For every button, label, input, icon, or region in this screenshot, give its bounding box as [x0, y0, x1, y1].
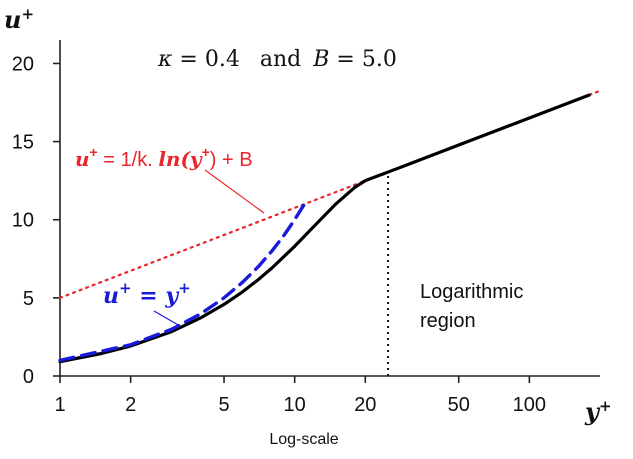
y-ticks: 0 5 10 15 20 — [12, 53, 60, 388]
y-axis-title: u+ — [4, 5, 34, 34]
log-law-leader — [204, 169, 265, 214]
x-tick-label: 5 — [218, 394, 229, 416]
region-label-line1: Logarithmic — [420, 281, 523, 303]
series — [58, 89, 602, 364]
axes — [59, 40, 600, 377]
series-solid-line — [58, 93, 591, 364]
x-tick-label: 2 — [125, 394, 136, 416]
scale-note: Log-scale — [269, 431, 338, 448]
x-tick-label: 100 — [513, 394, 546, 416]
y-tick-label: 20 — [12, 53, 34, 75]
params-annotation: κ = 0.4 and B = 5.0 — [157, 47, 397, 72]
region-label-line2: region — [420, 310, 476, 332]
x-tick-label: 20 — [354, 394, 376, 416]
y-tick-label: 15 — [12, 132, 34, 154]
series-dashed-line — [58, 202, 307, 363]
y-tick-label: 5 — [23, 288, 34, 310]
x-ticks: 1 2 5 10 20 50 100 — [54, 376, 546, 416]
y-tick-label: 0 — [23, 366, 34, 388]
x-tick-label: 10 — [284, 394, 306, 416]
linear-law-leader — [153, 310, 181, 327]
linear-law-label: u+ = y+ — [103, 279, 191, 309]
y-tick-label: 10 — [12, 210, 34, 232]
log-law-label: u+ = 1/k. ln(y+) + B — [75, 144, 253, 171]
x-tick-label: 1 — [54, 394, 65, 416]
x-tick-label: 50 — [448, 394, 470, 416]
x-axis-title: y+ — [584, 397, 612, 426]
